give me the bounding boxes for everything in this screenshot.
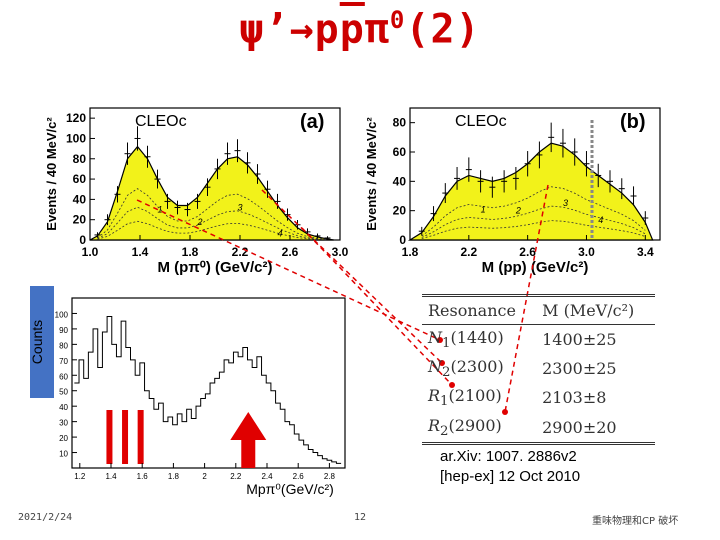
panel-label: (a) [300,111,324,133]
arxiv-line-1: ar.Xiv: 1007. 2886v2 [440,447,680,467]
y-tick-label: 80 [73,152,87,166]
x-tick-label: 1.8 [182,245,199,259]
resonance-mass: 2900±20 [536,413,655,444]
footer-page-number: 12 [354,512,366,523]
y-tick-label: 70 [59,357,68,366]
resonance-paren: (2300) [450,357,503,376]
y-tick-label: 10 [59,450,68,459]
experiment-label: CLEOc [135,113,187,130]
red-arrow-indicator [106,410,112,464]
arxiv-line-2: [hep-ex] 12 Oct 2010 [440,467,680,487]
x-tick-label: 1.0 [82,245,99,259]
resonance-symbol: N [428,328,442,347]
y-tick-label: 100 [55,310,69,319]
x-axis-label: Mpπ⁰(GeV/c²) [246,481,334,497]
red-arrow-indicator [122,410,128,464]
component-label: 3 [563,198,568,208]
experiment-label: CLEOc [455,113,507,130]
table-row: N1(1440) 1400±25 [422,325,655,355]
y-tick-label: 60 [73,172,87,186]
y-axis-label: Counts [29,320,45,364]
resonance-mass: 2300±25 [536,354,655,383]
x-axis-label: M (pπ⁰) (GeV/c²) [158,259,273,276]
footer-course-title: 重味物理和CP 破坏 [592,512,678,527]
x-tick-label: 3.0 [578,245,595,259]
y-axis-label: Events / 40 MeV/c² [44,117,59,231]
arxiv-reference: ar.Xiv: 1007. 2886v2 [hep-ex] 12 Oct 201… [440,447,680,487]
resonance-mass: 2103±8 [536,383,655,412]
resonance-table: Resonance M (MeV/c²) N1(1440) 1400±25 N2… [422,294,655,445]
resonance-name-cell: N2(2300) [422,354,536,383]
y-tick-label: 20 [393,204,407,218]
x-tick-label: 2.6 [282,245,299,259]
x-tick-label: 1.8 [168,472,180,481]
x-tick-label: 1.6 [137,472,149,481]
component-label: 2 [515,206,521,216]
table-row: N2(2300) 2300±25 [422,354,655,383]
y-tick-label: 80 [59,341,68,350]
x-tick-label: 1.4 [105,472,117,481]
y-tick-label: 40 [393,174,407,188]
x-tick-label: 3.4 [637,245,654,259]
resonance-name-cell: R1(2100) [422,383,536,412]
table-header-mass: M (MeV/c²) [536,296,655,325]
resonance-sub: 1 [440,395,448,410]
x-tick-label: 2.8 [324,472,336,481]
x-tick-label: 1.8 [402,245,419,259]
footer-date: 2021/2/24 [18,512,72,523]
y-tick-label: 120 [66,111,86,125]
component-label: 1 [158,205,163,215]
big-red-arrow [241,440,255,468]
x-tick-label: 2.2 [232,245,249,259]
component-label: 4 [278,228,283,238]
resonance-paren: (2900) [449,416,502,435]
x-tick-label: 2 [202,472,207,481]
table-row: R1(2100) 2103±8 [422,383,655,412]
panel-label: (b) [620,111,646,133]
x-tick-label: 1.2 [74,472,86,481]
y-tick-label: 100 [66,131,86,145]
y-tick-label: 20 [59,434,68,443]
resonance-name-cell: R2(2900) [422,413,536,444]
resonance-name-cell: N1(1440) [422,325,536,355]
y-tick-label: 40 [59,403,68,412]
red-arrow-indicator [138,410,144,464]
y-tick-label: 30 [59,419,68,428]
resonance-symbol: R [428,386,440,405]
y-tick-label: 20 [73,213,87,227]
y-tick-label: 80 [393,116,407,130]
component-label: 1 [481,204,486,214]
x-tick-label: 1.4 [132,245,149,259]
x-tick-label: 2.4 [261,472,273,481]
resonance-paren: (2100) [449,386,502,405]
component-label: 3 [238,203,243,213]
resonance-paren: (1440) [450,328,503,347]
resonance-symbol: R [428,416,440,435]
x-tick-label: 2.6 [293,472,305,481]
resonance-symbol: N [428,357,442,376]
component-label: 2 [197,217,203,227]
x-tick-label: 2.2 [460,245,477,259]
x-tick-label: 2.2 [230,472,242,481]
y-tick-label: 60 [393,145,407,159]
resonance-sub: 2 [440,424,448,439]
x-axis-label: M (pp) (GeV/c²) [482,259,589,276]
y-axis-label: Events / 40 MeV/c² [364,117,379,231]
x-tick-label: 3.0 [332,245,349,259]
y-tick-label: 90 [59,326,68,335]
table-header-resonance: Resonance [422,296,536,325]
resonance-mass: 1400±25 [536,325,655,355]
component-label: 4 [598,215,603,225]
table-row: R2(2900) 2900±20 [422,413,655,444]
y-tick-label: 50 [59,388,68,397]
y-tick-label: 60 [59,372,68,381]
y-tick-label: 40 [73,192,87,206]
